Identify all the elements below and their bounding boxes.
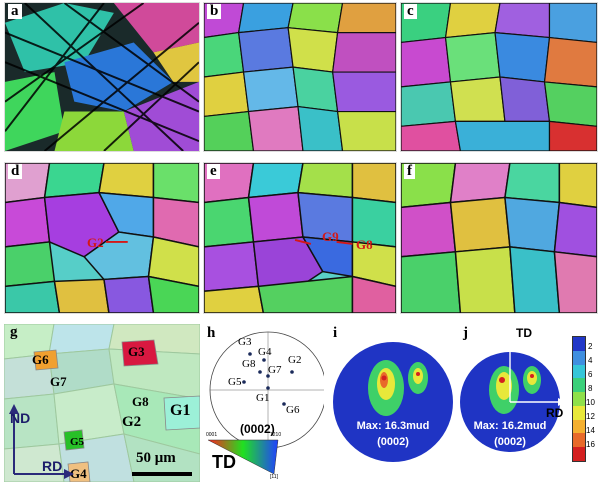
ipf-td-label: TD [212, 452, 236, 472]
grain-label-g8: G8 [132, 394, 149, 409]
colorbar-swatch [573, 392, 585, 407]
ebsd-map-f-image [401, 163, 597, 313]
ipf-corner-1120: [11] [270, 474, 278, 480]
colorbar-tick-16: 16 [586, 440, 595, 449]
pole-figure-h: h G3 G4 G2 G8 G7 G5 G1 G6 (0002) 0001 12… [204, 324, 324, 482]
colorbar-swatch [573, 405, 585, 421]
ipf-corner-1010: 1210 [270, 432, 282, 438]
panel-label-f: f [404, 164, 415, 179]
colorbar-swatch [573, 433, 585, 448]
colorbar-tick-8: 8 [588, 384, 593, 393]
colorbar-tick-14: 14 [586, 426, 595, 435]
panel-label-d: d [8, 164, 23, 179]
pf-h-plane: (0002) [240, 422, 275, 436]
axis-label-rd-g: RD [42, 458, 63, 474]
pf-h-g1: G1 [256, 392, 270, 404]
panel-label-i: i [330, 326, 341, 341]
ebsd-map-b-image [204, 3, 396, 151]
colorbar-swatch [573, 419, 585, 434]
pf-h-g2: G2 [288, 354, 302, 366]
grain-label-g7: G7 [50, 374, 67, 389]
panel-label-b: b [207, 4, 222, 19]
pole-figure-j: j TD RD Max: 16.2mud (0002) [460, 324, 570, 482]
grain-label-g8-e: G8 [356, 237, 373, 252]
pf-h-g7: G7 [268, 364, 282, 376]
panel-label-c: c [404, 4, 417, 19]
ebsd-map-f: f [400, 162, 598, 314]
ipf-corner-0001: 0001 [206, 432, 218, 438]
grain-label-g6: G6 [32, 352, 49, 367]
pf-h-g4: G4 [258, 346, 272, 358]
axis-arrows-g [9, 404, 192, 479]
ebsd-map-d: d G2 [4, 162, 200, 314]
pf-i-plane: (0002) [377, 436, 409, 448]
colorbar-swatch [573, 378, 585, 393]
pf-h-g8: G8 [242, 358, 256, 370]
ipf-map-g-image [4, 324, 200, 482]
ebsd-map-c: c [400, 2, 598, 152]
colorbar-swatches [572, 336, 586, 462]
pf-i-max: Max: 16.3mud [356, 420, 430, 432]
pf-j-rd: RD [546, 406, 564, 420]
colorbar-swatch [573, 364, 585, 379]
colorbar-swatch [573, 350, 585, 366]
colorbar-tick-12: 12 [586, 412, 595, 421]
pf-h-g6: G6 [286, 404, 300, 416]
ebsd-map-a-image [5, 3, 199, 151]
colorbar-swatch [573, 447, 585, 461]
pole-figure-h-circle [209, 331, 324, 449]
pf-h-g5: G5 [228, 376, 242, 388]
grain-label-g4: G4 [70, 466, 87, 481]
pf-h-g3: G3 [238, 336, 252, 348]
axis-label-nd-g: ND [10, 410, 31, 426]
pole-figure-i: i Max: 16.3mud (0002) [330, 324, 456, 482]
ebsd-map-e-image [204, 163, 396, 313]
colorbar-tick-10: 10 [586, 398, 595, 407]
grain-label-g3: G3 [128, 344, 145, 359]
panel-label-e: e [207, 164, 220, 179]
panel-label-g: g [10, 324, 18, 340]
pf-j-max: Max: 16.2mud [473, 420, 547, 432]
ipf-map-g: g G6 G3 G7 G8 G1 G2 G5 G4 ND RD 50 μm [4, 324, 200, 482]
colorbar-tick-2: 2 [588, 342, 593, 351]
pole-figure-j-contours [460, 328, 566, 452]
colorbar-tick-6: 6 [588, 370, 593, 379]
grain-label-g2: G2 [122, 414, 142, 430]
colorbar-tick-4: 4 [588, 356, 593, 365]
grain-label-g5: G5 [70, 436, 85, 448]
ebsd-map-e: e G9 G8 [203, 162, 397, 314]
pf-j-plane: (0002) [494, 436, 526, 448]
panel-label-a: a [8, 4, 22, 19]
grain-label-g1: G1 [170, 402, 191, 419]
grain-label-g9: G9 [322, 229, 339, 244]
panel-label-h: h [204, 326, 219, 341]
pf-j-td: TD [516, 326, 532, 340]
ipf-triangle-legend [207, 439, 279, 475]
ebsd-map-c-image [401, 3, 597, 151]
ebsd-map-b: b [203, 2, 397, 152]
colorbar-swatch [573, 337, 585, 352]
panel-label-j: j [460, 326, 471, 341]
grain-label-g2-d: G2 [87, 235, 104, 250]
pole-figure-i-contours [333, 342, 453, 462]
ebsd-map-a: a [4, 2, 200, 152]
colorbar: 2 4 6 8 10 12 14 16 [572, 336, 600, 462]
ebsd-map-d-image [5, 163, 199, 313]
scale-bar-label: 50 μm [136, 450, 176, 466]
